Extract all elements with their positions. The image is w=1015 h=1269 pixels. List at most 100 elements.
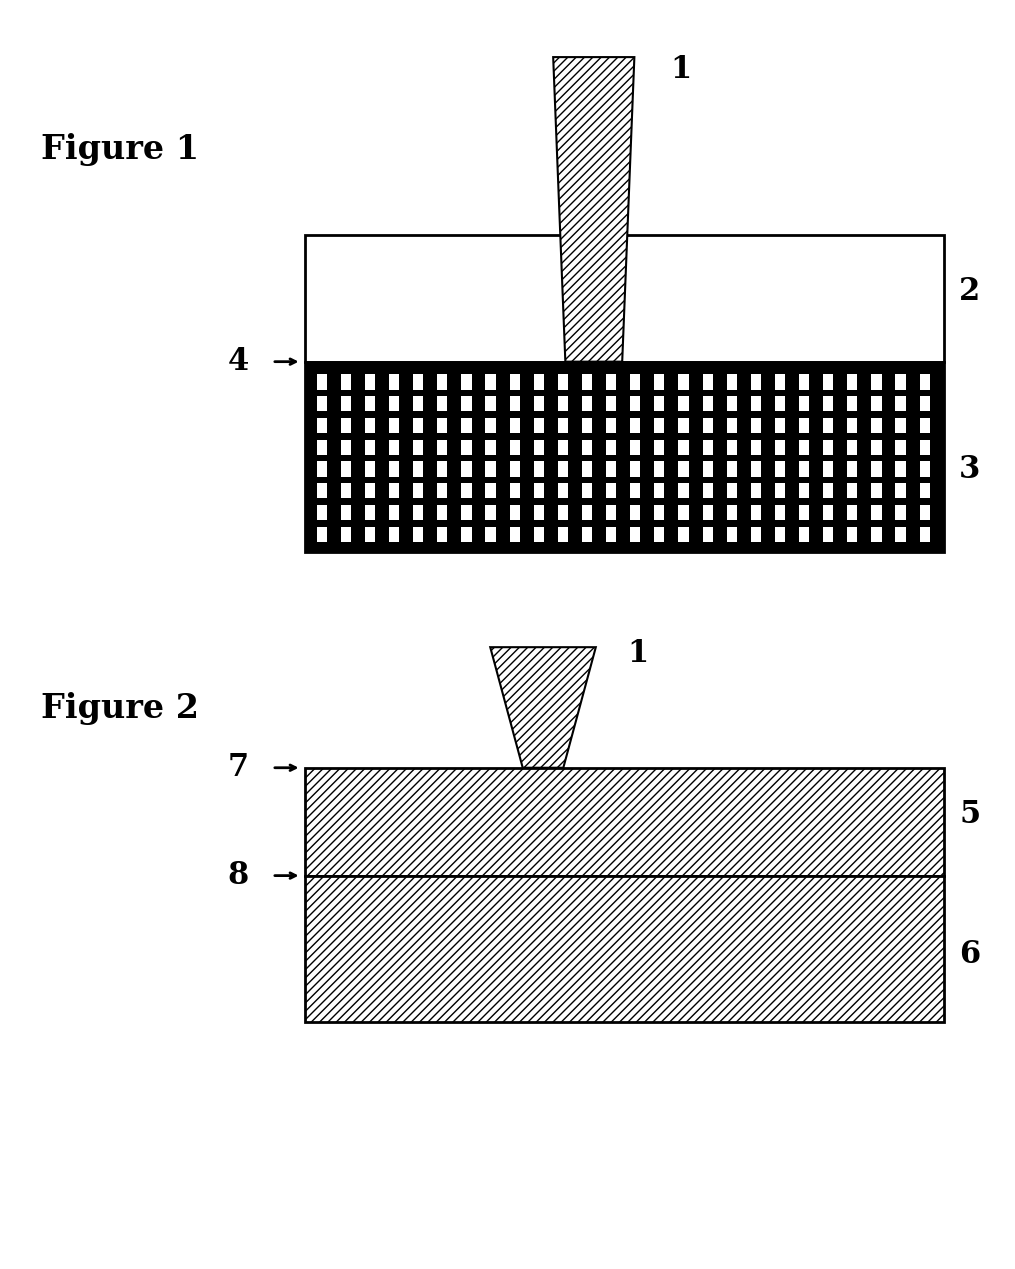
Bar	[582, 439, 592, 454]
Bar	[510, 418, 520, 433]
Bar	[389, 505, 399, 520]
Bar	[895, 374, 905, 390]
Text: 5: 5	[959, 799, 980, 830]
Bar	[510, 483, 520, 499]
Bar	[365, 374, 376, 390]
Bar	[582, 483, 592, 499]
Bar	[437, 439, 448, 454]
Bar	[871, 527, 881, 542]
Bar	[823, 374, 833, 390]
Bar	[389, 374, 399, 390]
Bar	[485, 462, 495, 477]
Bar	[799, 483, 809, 499]
Bar	[774, 374, 785, 390]
Bar	[534, 483, 544, 499]
Bar	[437, 527, 448, 542]
Bar	[606, 462, 616, 477]
Bar	[365, 483, 376, 499]
Bar	[365, 505, 376, 520]
Bar	[774, 527, 785, 542]
Bar	[389, 527, 399, 542]
Bar	[727, 418, 737, 433]
Bar	[823, 527, 833, 542]
Bar	[727, 483, 737, 499]
Bar	[702, 505, 713, 520]
Bar	[341, 396, 351, 411]
Bar	[606, 483, 616, 499]
Bar	[895, 439, 905, 454]
Bar	[751, 396, 761, 411]
Bar	[304, 876, 944, 1022]
Bar	[751, 418, 761, 433]
Bar	[799, 418, 809, 433]
Bar	[341, 374, 351, 390]
Bar	[702, 527, 713, 542]
Bar	[389, 439, 399, 454]
Bar	[485, 396, 495, 411]
Bar	[630, 527, 640, 542]
Bar	[920, 374, 930, 390]
Text: 3: 3	[959, 454, 980, 485]
Polygon shape	[490, 647, 596, 768]
Bar	[678, 505, 688, 520]
Bar	[895, 527, 905, 542]
Bar	[558, 374, 568, 390]
Bar	[317, 483, 327, 499]
Bar	[678, 418, 688, 433]
Bar	[655, 374, 665, 390]
Bar	[558, 527, 568, 542]
Bar	[871, 439, 881, 454]
Bar	[727, 527, 737, 542]
Bar	[848, 462, 858, 477]
Bar	[317, 527, 327, 542]
Bar	[462, 527, 472, 542]
Bar	[727, 374, 737, 390]
Bar	[848, 418, 858, 433]
Bar	[558, 483, 568, 499]
Bar	[895, 418, 905, 433]
Bar	[413, 439, 423, 454]
Bar	[871, 374, 881, 390]
Bar	[727, 396, 737, 411]
Text: Figure 1: Figure 1	[41, 133, 199, 166]
Bar	[485, 527, 495, 542]
Bar	[389, 462, 399, 477]
Bar	[606, 439, 616, 454]
Bar	[582, 462, 592, 477]
Bar	[534, 374, 544, 390]
Text: 6: 6	[959, 939, 980, 970]
Bar	[534, 462, 544, 477]
Bar	[920, 439, 930, 454]
Bar	[630, 396, 640, 411]
Bar	[823, 439, 833, 454]
Bar	[606, 374, 616, 390]
Bar	[630, 462, 640, 477]
Bar	[895, 462, 905, 477]
Bar	[678, 527, 688, 542]
Bar	[774, 396, 785, 411]
Bar	[462, 505, 472, 520]
Text: 1: 1	[670, 55, 691, 85]
Text: 4: 4	[227, 346, 249, 377]
Bar	[702, 418, 713, 433]
Bar	[304, 768, 944, 876]
Bar	[485, 418, 495, 433]
Bar	[678, 483, 688, 499]
Bar	[702, 462, 713, 477]
Bar	[389, 483, 399, 499]
Bar	[389, 418, 399, 433]
Bar	[582, 374, 592, 390]
Bar	[558, 396, 568, 411]
Text: 7: 7	[227, 753, 249, 783]
Bar	[341, 439, 351, 454]
Polygon shape	[553, 57, 634, 362]
Bar	[823, 396, 833, 411]
Bar	[630, 374, 640, 390]
Bar	[485, 483, 495, 499]
Bar	[848, 527, 858, 542]
Bar	[341, 527, 351, 542]
Bar	[341, 483, 351, 499]
Bar	[678, 439, 688, 454]
Bar	[606, 418, 616, 433]
Bar	[799, 396, 809, 411]
